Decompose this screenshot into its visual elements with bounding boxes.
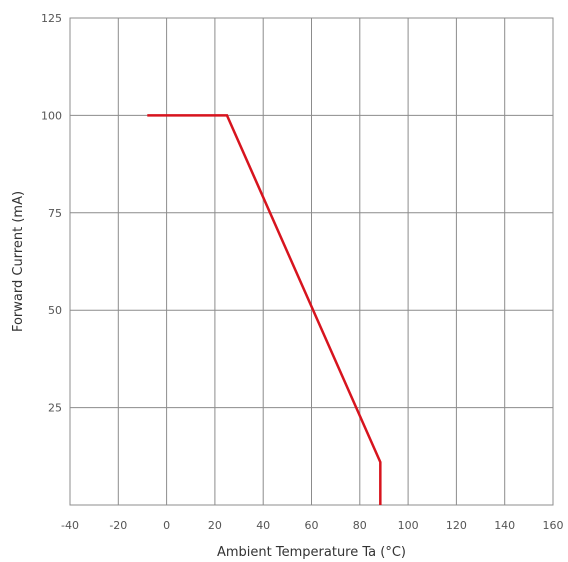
y-tick-label: 25 [48, 402, 62, 415]
x-tick-label: 140 [494, 519, 515, 532]
x-tick-label: 60 [305, 519, 319, 532]
y-tick-label: 50 [48, 304, 62, 317]
x-tick-label: 80 [353, 519, 367, 532]
grid [70, 18, 553, 505]
x-tick-labels: -40 -20 0 20 40 60 80 100 120 140 160 [61, 519, 563, 532]
x-tick-label: 100 [398, 519, 419, 532]
y-tick-label: 100 [41, 109, 62, 122]
x-axis-label: Ambient Temperature Ta (°C) [217, 545, 406, 560]
x-tick-label: 0 [163, 519, 170, 532]
x-tick-label: 160 [543, 519, 564, 532]
x-tick-label: 20 [208, 519, 222, 532]
plot-frame [69, 17, 554, 506]
x-tick-label: -40 [61, 519, 79, 532]
y-axis-label: Forward Current (mA) [11, 191, 26, 332]
y-tick-label: 75 [48, 207, 62, 220]
x-tick-label: 40 [256, 519, 270, 532]
series-line [147, 114, 382, 505]
y-tick-labels: 25 50 75 100 125 [41, 12, 62, 415]
x-tick-label: 120 [446, 519, 467, 532]
y-tick-label: 125 [41, 12, 62, 25]
x-tick-label: -20 [109, 519, 127, 532]
series [147, 114, 382, 505]
